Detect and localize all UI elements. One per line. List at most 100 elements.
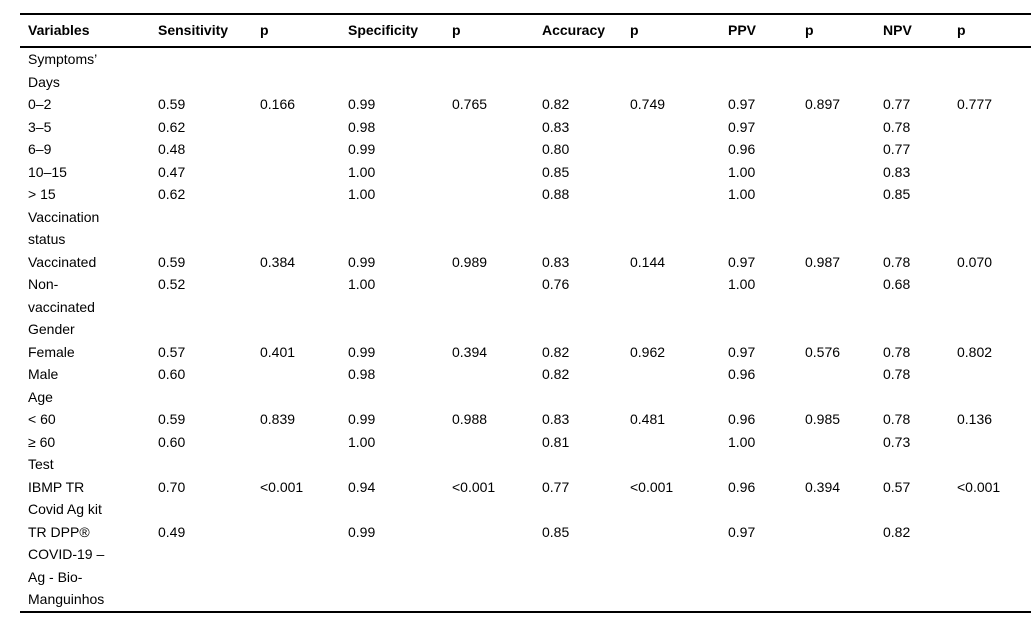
cell-value: <0.001 xyxy=(260,478,304,495)
cell-value xyxy=(444,161,534,184)
cell-value: 0.401 xyxy=(260,343,296,360)
cell-value xyxy=(252,386,340,409)
cell-value: 0.47 xyxy=(158,163,186,180)
cell-value: 0.989 xyxy=(452,253,488,270)
cell-value xyxy=(949,386,1031,409)
row-label: Test xyxy=(28,456,54,472)
cell-value: <0.001 xyxy=(957,478,1001,495)
cell-value: 0.97 xyxy=(728,253,756,270)
cell-value: 0.76 xyxy=(542,276,570,292)
cell-value xyxy=(949,206,1031,251)
cell-value xyxy=(622,161,720,184)
cell-value: 0.77 xyxy=(542,478,570,495)
row-label: Non- vaccinated xyxy=(28,276,95,315)
row-label: TR DPP® COVID-19 – Ag - Bio- Manguinhos xyxy=(28,523,105,608)
cell-value xyxy=(252,138,340,161)
cell-value xyxy=(252,116,340,139)
cell-value: 0.78 xyxy=(883,253,911,270)
cell-value xyxy=(622,363,720,386)
cell-value xyxy=(949,431,1031,454)
cell-value: 0.81 xyxy=(542,433,570,450)
cell-value xyxy=(444,138,534,161)
group-row: Vaccination status xyxy=(20,206,1031,251)
cell-value xyxy=(444,47,534,93)
cell-value: 1.00 xyxy=(348,163,376,180)
group-row: Symptoms’ Days xyxy=(20,47,1031,93)
cell-value: 0.99 xyxy=(348,523,376,540)
row-label: 3–5 xyxy=(28,118,52,135)
cell-value: 0.85 xyxy=(883,186,911,202)
cell-value xyxy=(150,453,252,476)
table-row: ≥ 60 0.60 1.00 0.81 1.00 0.73 xyxy=(20,431,1031,454)
cell-value: 0.73 xyxy=(883,433,911,450)
cell-value xyxy=(875,206,949,251)
cell-value xyxy=(622,206,720,251)
cell-value xyxy=(875,453,949,476)
table-row: < 60 0.59 0.839 0.99 0.988 0.83 0.481 0.96 0.985… xyxy=(20,408,1031,431)
cell-value xyxy=(252,431,340,454)
cell-value xyxy=(252,47,340,93)
cell-value xyxy=(340,47,444,93)
cell-value: 0.83 xyxy=(883,163,911,180)
cell-value: <0.001 xyxy=(452,478,496,495)
cell-value: 0.77 xyxy=(883,96,911,112)
cell-value xyxy=(949,521,1031,612)
table-row: 3–5 0.62 0.98 0.83 0.97 0.78 xyxy=(20,116,1031,139)
cell-value xyxy=(534,386,622,409)
row-label: 10–15 xyxy=(28,163,67,180)
cell-value: 0.166 xyxy=(260,96,296,112)
cell-value: 0.83 xyxy=(542,118,570,135)
cell-value: 0.85 xyxy=(542,163,570,180)
cell-value xyxy=(797,318,875,341)
row-label: 0–2 xyxy=(28,96,52,112)
cell-value xyxy=(150,47,252,93)
cell-value xyxy=(622,183,720,206)
col-header-npv: NPV xyxy=(883,22,912,38)
row-label: Male xyxy=(28,366,59,382)
cell-value xyxy=(444,521,534,612)
cell-value: 0.070 xyxy=(957,253,993,270)
cell-value: 0.59 xyxy=(158,253,186,270)
cell-value xyxy=(622,138,720,161)
col-header-sensitivity-p: p xyxy=(260,22,269,38)
cell-value: 0.57 xyxy=(158,343,186,360)
row-label: Vaccination status xyxy=(28,208,100,248)
cell-value: 0.985 xyxy=(805,411,841,427)
cell-value: 0.97 xyxy=(728,343,756,360)
col-header-accuracy: Accuracy xyxy=(542,22,606,38)
cell-value: <0.001 xyxy=(630,478,674,495)
cell-value xyxy=(150,206,252,251)
cell-value: 0.60 xyxy=(158,366,186,382)
row-label: > 15 xyxy=(28,186,56,202)
cell-value: 0.99 xyxy=(348,343,376,360)
cell-value: 0.99 xyxy=(348,411,376,427)
cell-value: 0.62 xyxy=(158,118,186,135)
cell-value xyxy=(949,363,1031,386)
cell-value xyxy=(949,453,1031,476)
cell-value xyxy=(444,116,534,139)
cell-value: 0.68 xyxy=(883,276,911,292)
cell-value: 0.57 xyxy=(883,478,911,495)
cell-value xyxy=(622,453,720,476)
cell-value xyxy=(622,47,720,93)
cell-value: 0.78 xyxy=(883,366,911,382)
cell-value: 1.00 xyxy=(728,433,756,450)
col-header-specificity-p: p xyxy=(452,22,461,38)
table-row: Vaccinated 0.59 0.384 0.99 0.989 0.83 0.144 0.9… xyxy=(20,251,1031,274)
cell-value xyxy=(252,273,340,318)
cell-value: 0.96 xyxy=(728,411,756,427)
cell-value: 0.394 xyxy=(805,478,841,495)
cell-value xyxy=(252,183,340,206)
cell-value: 0.394 xyxy=(452,343,488,360)
cell-value xyxy=(622,521,720,612)
results-table: Variables Sensitivity p Specificity p Ac… xyxy=(20,13,1031,613)
cell-value xyxy=(622,318,720,341)
cell-value xyxy=(797,183,875,206)
cell-value xyxy=(534,318,622,341)
cell-value: 0.96 xyxy=(728,141,756,157)
row-label: Gender xyxy=(28,321,75,337)
cell-value xyxy=(444,363,534,386)
cell-value: 0.94 xyxy=(348,478,376,495)
cell-value xyxy=(797,161,875,184)
cell-value xyxy=(252,318,340,341)
